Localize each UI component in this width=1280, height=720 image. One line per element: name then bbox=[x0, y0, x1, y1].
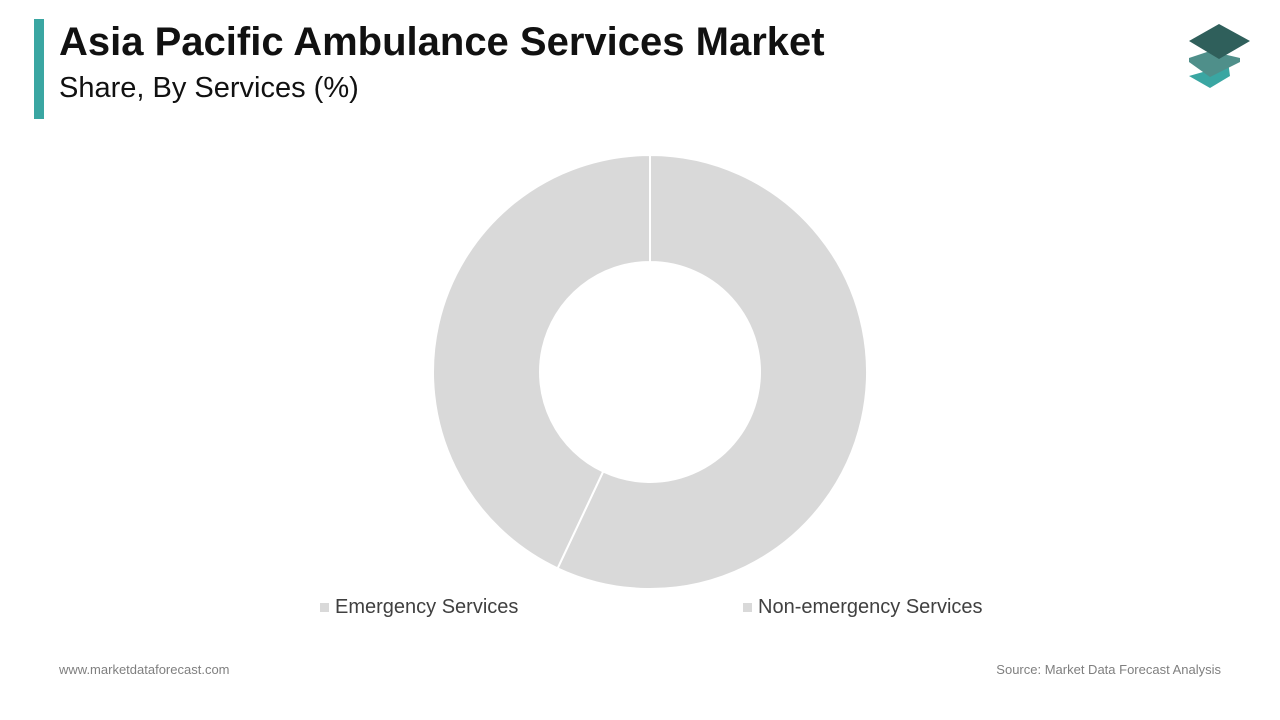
legend-item-emergency-services: Emergency Services bbox=[320, 596, 518, 619]
logo-layer-middle bbox=[1189, 51, 1240, 77]
legend-label: Emergency Services bbox=[335, 596, 519, 618]
donut-slice-emergency-services bbox=[556, 153, 868, 590]
legend-item-non-emergency-services: Non-emergency Services bbox=[743, 596, 983, 619]
stacked-layers-logo-icon bbox=[1189, 24, 1250, 88]
chart-subtitle: Share, By Services (%) bbox=[59, 72, 359, 104]
chart-title: Asia Pacific Ambulance Services Market bbox=[59, 20, 825, 64]
chart-legend: Emergency Services Non-emergency Service… bbox=[0, 596, 1280, 622]
donut-slice-non-emergency-services bbox=[432, 153, 651, 570]
legend-swatch bbox=[320, 603, 329, 612]
title-accent-bar bbox=[34, 19, 44, 119]
logo-layer-top bbox=[1189, 24, 1250, 59]
footer-website: www.marketdataforecast.com bbox=[59, 662, 230, 677]
footer-source: Source: Market Data Forecast Analysis bbox=[996, 662, 1221, 677]
legend-label: Non-emergency Services bbox=[758, 596, 983, 618]
legend-swatch bbox=[743, 603, 752, 612]
